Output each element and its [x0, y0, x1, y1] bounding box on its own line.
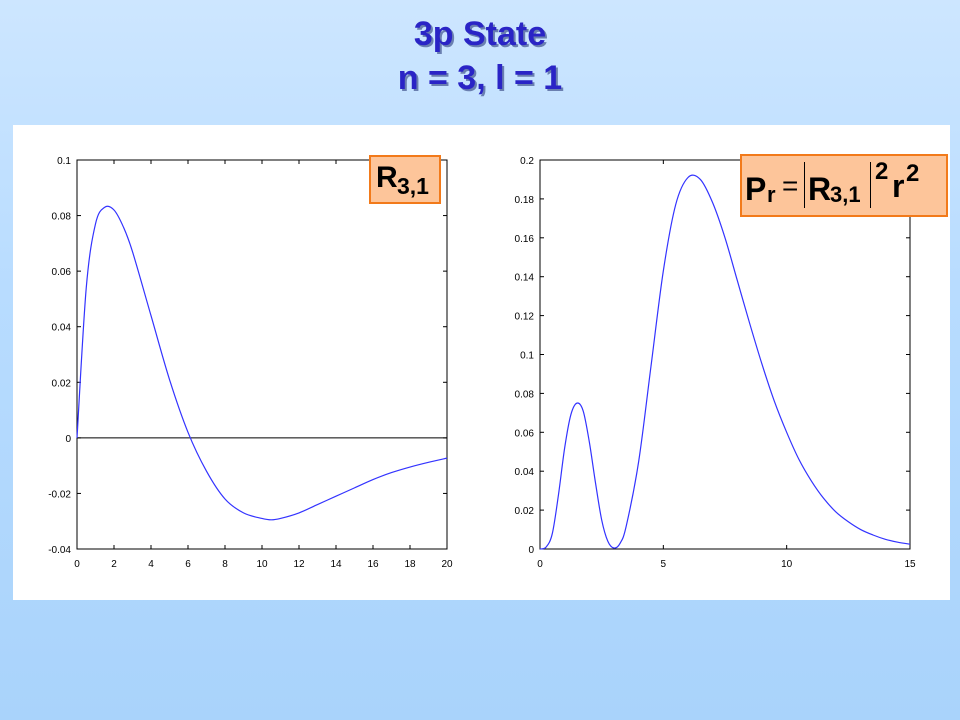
left-y-tick-label: -0.04	[48, 545, 71, 556]
equals-sign: =	[782, 170, 799, 201]
r-variable: r	[892, 168, 905, 204]
left-x-tick-label: 2	[111, 559, 117, 570]
right-y-tick-label: 0.04	[515, 467, 535, 478]
left-x-tick-label: 18	[404, 559, 416, 570]
right-y-tick-label: 0.06	[515, 428, 535, 439]
left-y-tick-label: 0.02	[52, 378, 72, 389]
right-y-tick-label: 0.18	[515, 195, 535, 206]
left-y-tick-label: 0.06	[52, 267, 72, 278]
r31-symbol: R	[376, 161, 398, 194]
right-plot: 0 0.02 0.04 0.06 0.08 0.1 0.12 0.14 0.16 0.18 0.2 0…	[515, 156, 916, 570]
right-x-tick-label: 5	[661, 559, 667, 570]
left-x-tick-label: 20	[441, 559, 453, 570]
superscript-2-second: 2	[906, 160, 920, 187]
left-x-tick-label: 10	[256, 559, 268, 570]
probability-label-box: P r = R 3,1 2 r 2	[740, 154, 948, 217]
left-y-tick-label: 0.1	[57, 156, 71, 167]
abs-bar-right	[870, 162, 871, 208]
left-x-tick-label: 16	[367, 559, 379, 570]
right-x-tick-label: 0	[537, 559, 543, 570]
right-y-tick-label: 0.02	[515, 506, 535, 517]
slide-title: 3p State	[413, 15, 547, 53]
left-y-tick-label: 0.04	[52, 323, 72, 334]
right-x-tick-label: 10	[781, 559, 793, 570]
abs-bar-left	[804, 162, 805, 208]
p-subscript: r	[767, 182, 776, 207]
left-axes-box	[76, 159, 448, 550]
r31-label-box: R 3,1	[369, 155, 441, 204]
right-y-tick-label: 0.12	[515, 312, 535, 323]
right-y-tick-label: 0.2	[520, 156, 534, 167]
r31-subscript-right: 3,1	[830, 182, 861, 207]
left-x-tick-label: 8	[222, 559, 228, 570]
right-x-tick-label: 15	[904, 559, 916, 570]
r31-subscript: 3,1	[397, 173, 429, 199]
r-symbol: R	[808, 171, 832, 207]
left-series-line	[76, 205, 448, 521]
right-y-tick-label: 0.08	[515, 389, 535, 400]
right-y-tick-label: 0.14	[515, 273, 535, 284]
right-series-line	[539, 174, 911, 550]
superscript-2-first: 2	[875, 158, 889, 185]
left-y-tick-label: 0.08	[52, 212, 72, 223]
figure-svg: -0.04 -0.02 0 0.02 0.04 0.06 0.08 0.1 0 2 4 6 8 10 12 1…	[48, 156, 916, 570]
right-axes-box	[539, 159, 911, 550]
right-y-tick-label: 0.1	[520, 351, 534, 362]
right-y-tick-label: 0	[528, 545, 534, 556]
left-y-tick-label: 0	[65, 434, 71, 445]
left-plot: -0.04 -0.02 0 0.02 0.04 0.06 0.08 0.1 0 2 4 6 8 10 12 1…	[48, 156, 453, 570]
right-y-tick-label: 0.16	[515, 234, 535, 245]
p-symbol: P	[745, 171, 767, 207]
left-x-tick-label: 14	[330, 559, 342, 570]
left-y-tick-label: -0.02	[48, 489, 71, 500]
left-x-tick-label: 12	[293, 559, 305, 570]
slide-subtitle: n = 3, l = 1	[397, 59, 563, 97]
left-x-tick-label: 0	[74, 559, 80, 570]
left-x-tick-label: 4	[148, 559, 154, 570]
left-x-tick-label: 6	[185, 559, 191, 570]
